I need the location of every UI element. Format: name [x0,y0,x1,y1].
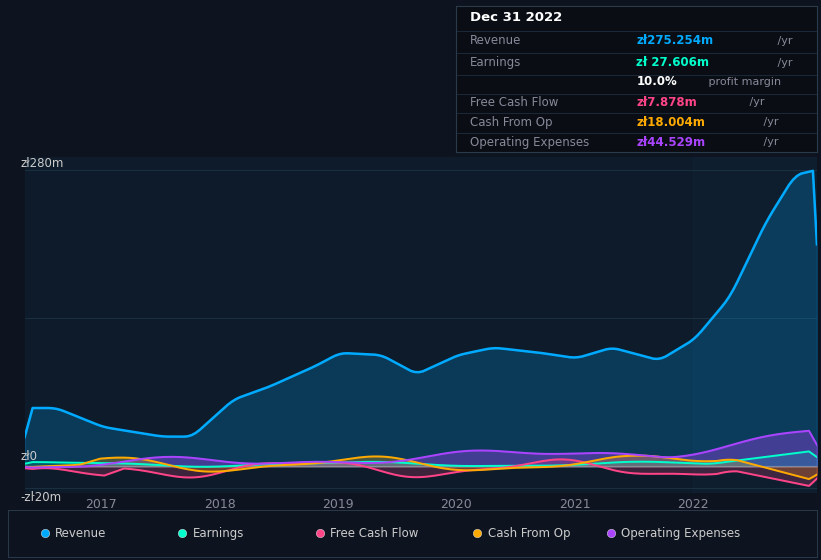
Text: 2018: 2018 [204,498,236,511]
Text: Cash From Op: Cash From Op [470,116,553,129]
Text: Cash From Op: Cash From Op [488,527,571,540]
Text: zł275.254m: zł275.254m [636,34,713,47]
Text: 2020: 2020 [440,498,472,511]
Text: zł44.529m: zł44.529m [636,136,705,148]
Text: zł 27.606m: zł 27.606m [636,57,709,69]
Text: /yr: /yr [746,97,764,108]
Text: /yr: /yr [759,137,778,147]
Text: -zŀ20m: -zŀ20m [21,491,62,504]
Bar [693,157,821,493]
Text: Free Cash Flow: Free Cash Flow [470,96,558,109]
Text: zł18.004m: zł18.004m [636,116,705,129]
Text: 2019: 2019 [322,498,354,511]
Text: zł7.878m: zł7.878m [636,96,697,109]
Text: Free Cash Flow: Free Cash Flow [330,527,419,540]
Text: Operating Expenses: Operating Expenses [621,527,741,540]
Text: zł0: zł0 [21,450,38,463]
Text: profit margin: profit margin [705,77,781,87]
Text: Earnings: Earnings [470,57,521,69]
Text: Revenue: Revenue [470,34,521,47]
Text: zł280m: zł280m [21,157,64,170]
Text: Operating Expenses: Operating Expenses [470,136,589,148]
Text: Earnings: Earnings [193,527,244,540]
Text: 2021: 2021 [558,498,590,511]
Text: /yr: /yr [773,36,792,46]
Text: 10.0%: 10.0% [636,76,677,88]
Text: 2017: 2017 [85,498,117,511]
Text: /yr: /yr [773,58,792,68]
Text: 2022: 2022 [677,498,709,511]
Text: /yr: /yr [759,117,778,127]
Text: Revenue: Revenue [55,527,107,540]
Text: Dec 31 2022: Dec 31 2022 [470,11,562,24]
